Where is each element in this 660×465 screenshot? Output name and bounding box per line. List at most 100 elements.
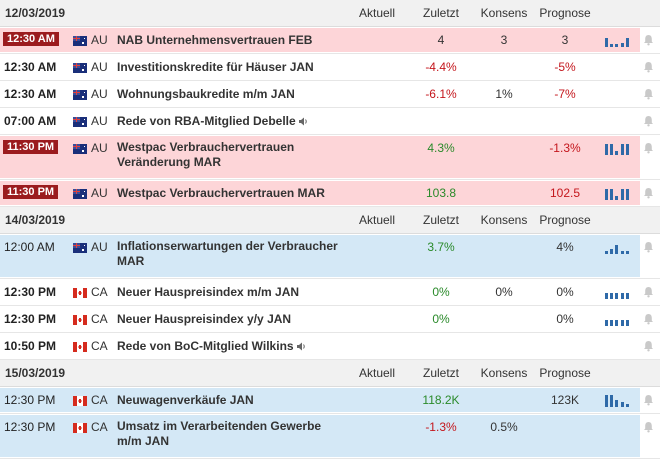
alert-bell-icon[interactable]	[643, 241, 654, 253]
history-chart-icon[interactable]	[604, 143, 632, 155]
previous-value: 103.8	[425, 186, 457, 200]
country-code: AU	[91, 141, 108, 155]
event-name-text: Umsatz im Verarbeitenden Gewerbe m/m JAN	[117, 419, 322, 448]
consensus-value: 1%	[495, 87, 513, 101]
country-code: AU	[91, 87, 108, 101]
speaker-icon	[298, 115, 309, 130]
previous-value: 0%	[432, 285, 450, 299]
mini-chart-bar	[610, 189, 613, 200]
event-name-text: Westpac Verbrauchervertrauen Veränderung…	[117, 140, 295, 169]
alert-bell-icon[interactable]	[643, 88, 654, 100]
mini-chart-bar	[610, 320, 613, 326]
forecast-value: 102.5	[549, 186, 581, 200]
event-name[interactable]: NAB Unternehmensvertrauen FEB	[117, 33, 347, 48]
canada-flag-icon	[73, 422, 87, 433]
history-chart-icon[interactable]	[604, 242, 632, 254]
mini-chart-bar	[621, 293, 624, 299]
row-highlight	[0, 181, 640, 205]
event-time: 12:30 PM	[4, 312, 57, 326]
column-header-forecast: Prognose	[539, 213, 591, 227]
event-row[interactable]: 10:50 PM CA Rede von BoC-Mitglied Wilkins	[0, 333, 660, 360]
alert-bell-icon[interactable]	[643, 340, 654, 352]
canada-flag-icon	[73, 314, 87, 325]
event-time: 11:30 PM	[3, 140, 59, 154]
event-name[interactable]: Rede von BoC-Mitglied Wilkins	[117, 339, 347, 355]
alert-bell-icon[interactable]	[643, 394, 654, 406]
mini-chart-bar	[615, 320, 618, 326]
event-name-text: Wohnungsbaukredite m/m JAN	[117, 87, 295, 101]
alert-bell-icon[interactable]	[643, 313, 654, 325]
country-code: AU	[91, 60, 108, 74]
mini-chart-bar	[610, 249, 613, 254]
forecast-value: -7%	[554, 87, 576, 101]
event-name[interactable]: Umsatz im Verarbeitenden Gewerbe m/m JAN	[117, 419, 347, 449]
mini-chart-bar	[621, 189, 624, 200]
mini-chart-bar	[621, 251, 624, 254]
event-name[interactable]: Neuer Hauspreisindex m/m JAN	[117, 285, 347, 300]
date-header-row: 15/03/2019 Aktuell Zuletzt Konsens Prognose	[0, 360, 660, 387]
event-name[interactable]: Westpac Verbrauchervertrauen MAR	[117, 186, 347, 201]
event-row[interactable]: 12:30 AM AU Investitionskredite für Häuser…	[0, 54, 660, 81]
alert-bell-icon[interactable]	[643, 142, 654, 154]
mini-chart-bar	[626, 404, 629, 407]
alert-bell-icon[interactable]	[643, 286, 654, 298]
event-row[interactable]: 07:00 AM AU Rede von RBA-Mitglied Debelle	[0, 108, 660, 135]
column-header-previous: Zuletzt	[422, 366, 459, 380]
column-header-actual: Aktuell	[358, 213, 396, 227]
event-name-text: NAB Unternehmensvertrauen FEB	[117, 33, 313, 47]
alert-bell-icon[interactable]	[643, 187, 654, 199]
history-chart-icon[interactable]	[604, 35, 632, 47]
speaker-icon	[296, 340, 307, 355]
column-header-forecast: Prognose	[539, 366, 591, 380]
row-highlight	[0, 28, 640, 52]
mini-chart-bar	[626, 144, 629, 155]
australia-flag-icon	[73, 116, 87, 127]
event-name[interactable]: Inflationserwartungen der Verbraucher MA…	[117, 239, 347, 269]
history-chart-icon[interactable]	[604, 188, 632, 200]
event-name[interactable]: Investitionskredite für Häuser JAN	[117, 60, 347, 75]
previous-value: 0%	[432, 312, 450, 326]
forecast-value: -5%	[554, 60, 576, 74]
event-time: 07:00 AM	[4, 114, 57, 128]
previous-value: -4.4%	[425, 60, 457, 74]
event-name-text: Neuer Hauspreisindex y/y JAN	[117, 312, 292, 326]
event-name[interactable]: Neuer Hauspreisindex y/y JAN	[117, 312, 347, 327]
row-highlight	[0, 388, 640, 412]
australia-flag-icon	[73, 89, 87, 100]
canada-flag-icon	[73, 341, 87, 352]
alert-bell-icon[interactable]	[643, 34, 654, 46]
mini-chart-bar	[621, 402, 624, 407]
event-row[interactable]: 12:30 PM CA Neuwagenverkäufe JAN 118.2K 123K	[0, 387, 660, 414]
australia-flag-icon	[73, 143, 87, 154]
event-row[interactable]: 11:30 PM AU Westpac Verbrauchervertrauen V…	[0, 135, 660, 180]
history-chart-icon[interactable]	[604, 287, 632, 299]
event-name[interactable]: Rede von RBA-Mitglied Debelle	[117, 114, 347, 130]
event-row[interactable]: 11:30 PM AU Westpac Verbrauchervertrauen M…	[0, 180, 660, 207]
alert-bell-icon[interactable]	[643, 61, 654, 73]
event-name-text: Neuwagenverkäufe JAN	[117, 393, 254, 407]
event-row[interactable]: 12:30 PM CA Umsatz im Verarbeitenden Gewer…	[0, 414, 660, 459]
australia-flag-icon	[73, 35, 87, 46]
event-row[interactable]: 12:30 PM CA Neuer Hauspreisindex y/y JAN 0%…	[0, 306, 660, 333]
event-row[interactable]: 12:30 PM CA Neuer Hauspreisindex m/m JAN 0%…	[0, 279, 660, 306]
previous-value: 4.3%	[427, 141, 455, 155]
mini-chart-bar	[615, 245, 618, 254]
history-chart-icon[interactable]	[604, 395, 632, 407]
alert-bell-icon[interactable]	[643, 421, 654, 433]
history-chart-icon[interactable]	[604, 314, 632, 326]
event-name[interactable]: Neuwagenverkäufe JAN	[117, 393, 347, 408]
event-row[interactable]: 12:30 AM AU Wohnungsbaukredite m/m JAN -6.1…	[0, 81, 660, 108]
previous-value: 4	[437, 33, 445, 47]
event-name-text: Westpac Verbrauchervertrauen MAR	[117, 186, 325, 200]
event-name-text: Rede von BoC-Mitglied Wilkins	[117, 339, 294, 353]
event-row[interactable]: 12:00 AM AU Inflationserwartungen der Verb…	[0, 234, 660, 279]
alert-bell-icon[interactable]	[643, 115, 654, 127]
previous-value: -1.3%	[425, 420, 457, 434]
australia-flag-icon	[73, 188, 87, 199]
event-name[interactable]: Wohnungsbaukredite m/m JAN	[117, 87, 347, 102]
event-name-text: Rede von RBA-Mitglied Debelle	[117, 114, 296, 128]
event-row[interactable]: 12:30 AM AU NAB Unternehmensvertrauen FEB 4…	[0, 27, 660, 54]
event-name[interactable]: Westpac Verbrauchervertrauen Veränderung…	[117, 140, 347, 170]
event-time: 10:50 PM	[4, 339, 57, 353]
event-time: 12:30 AM	[4, 87, 57, 101]
